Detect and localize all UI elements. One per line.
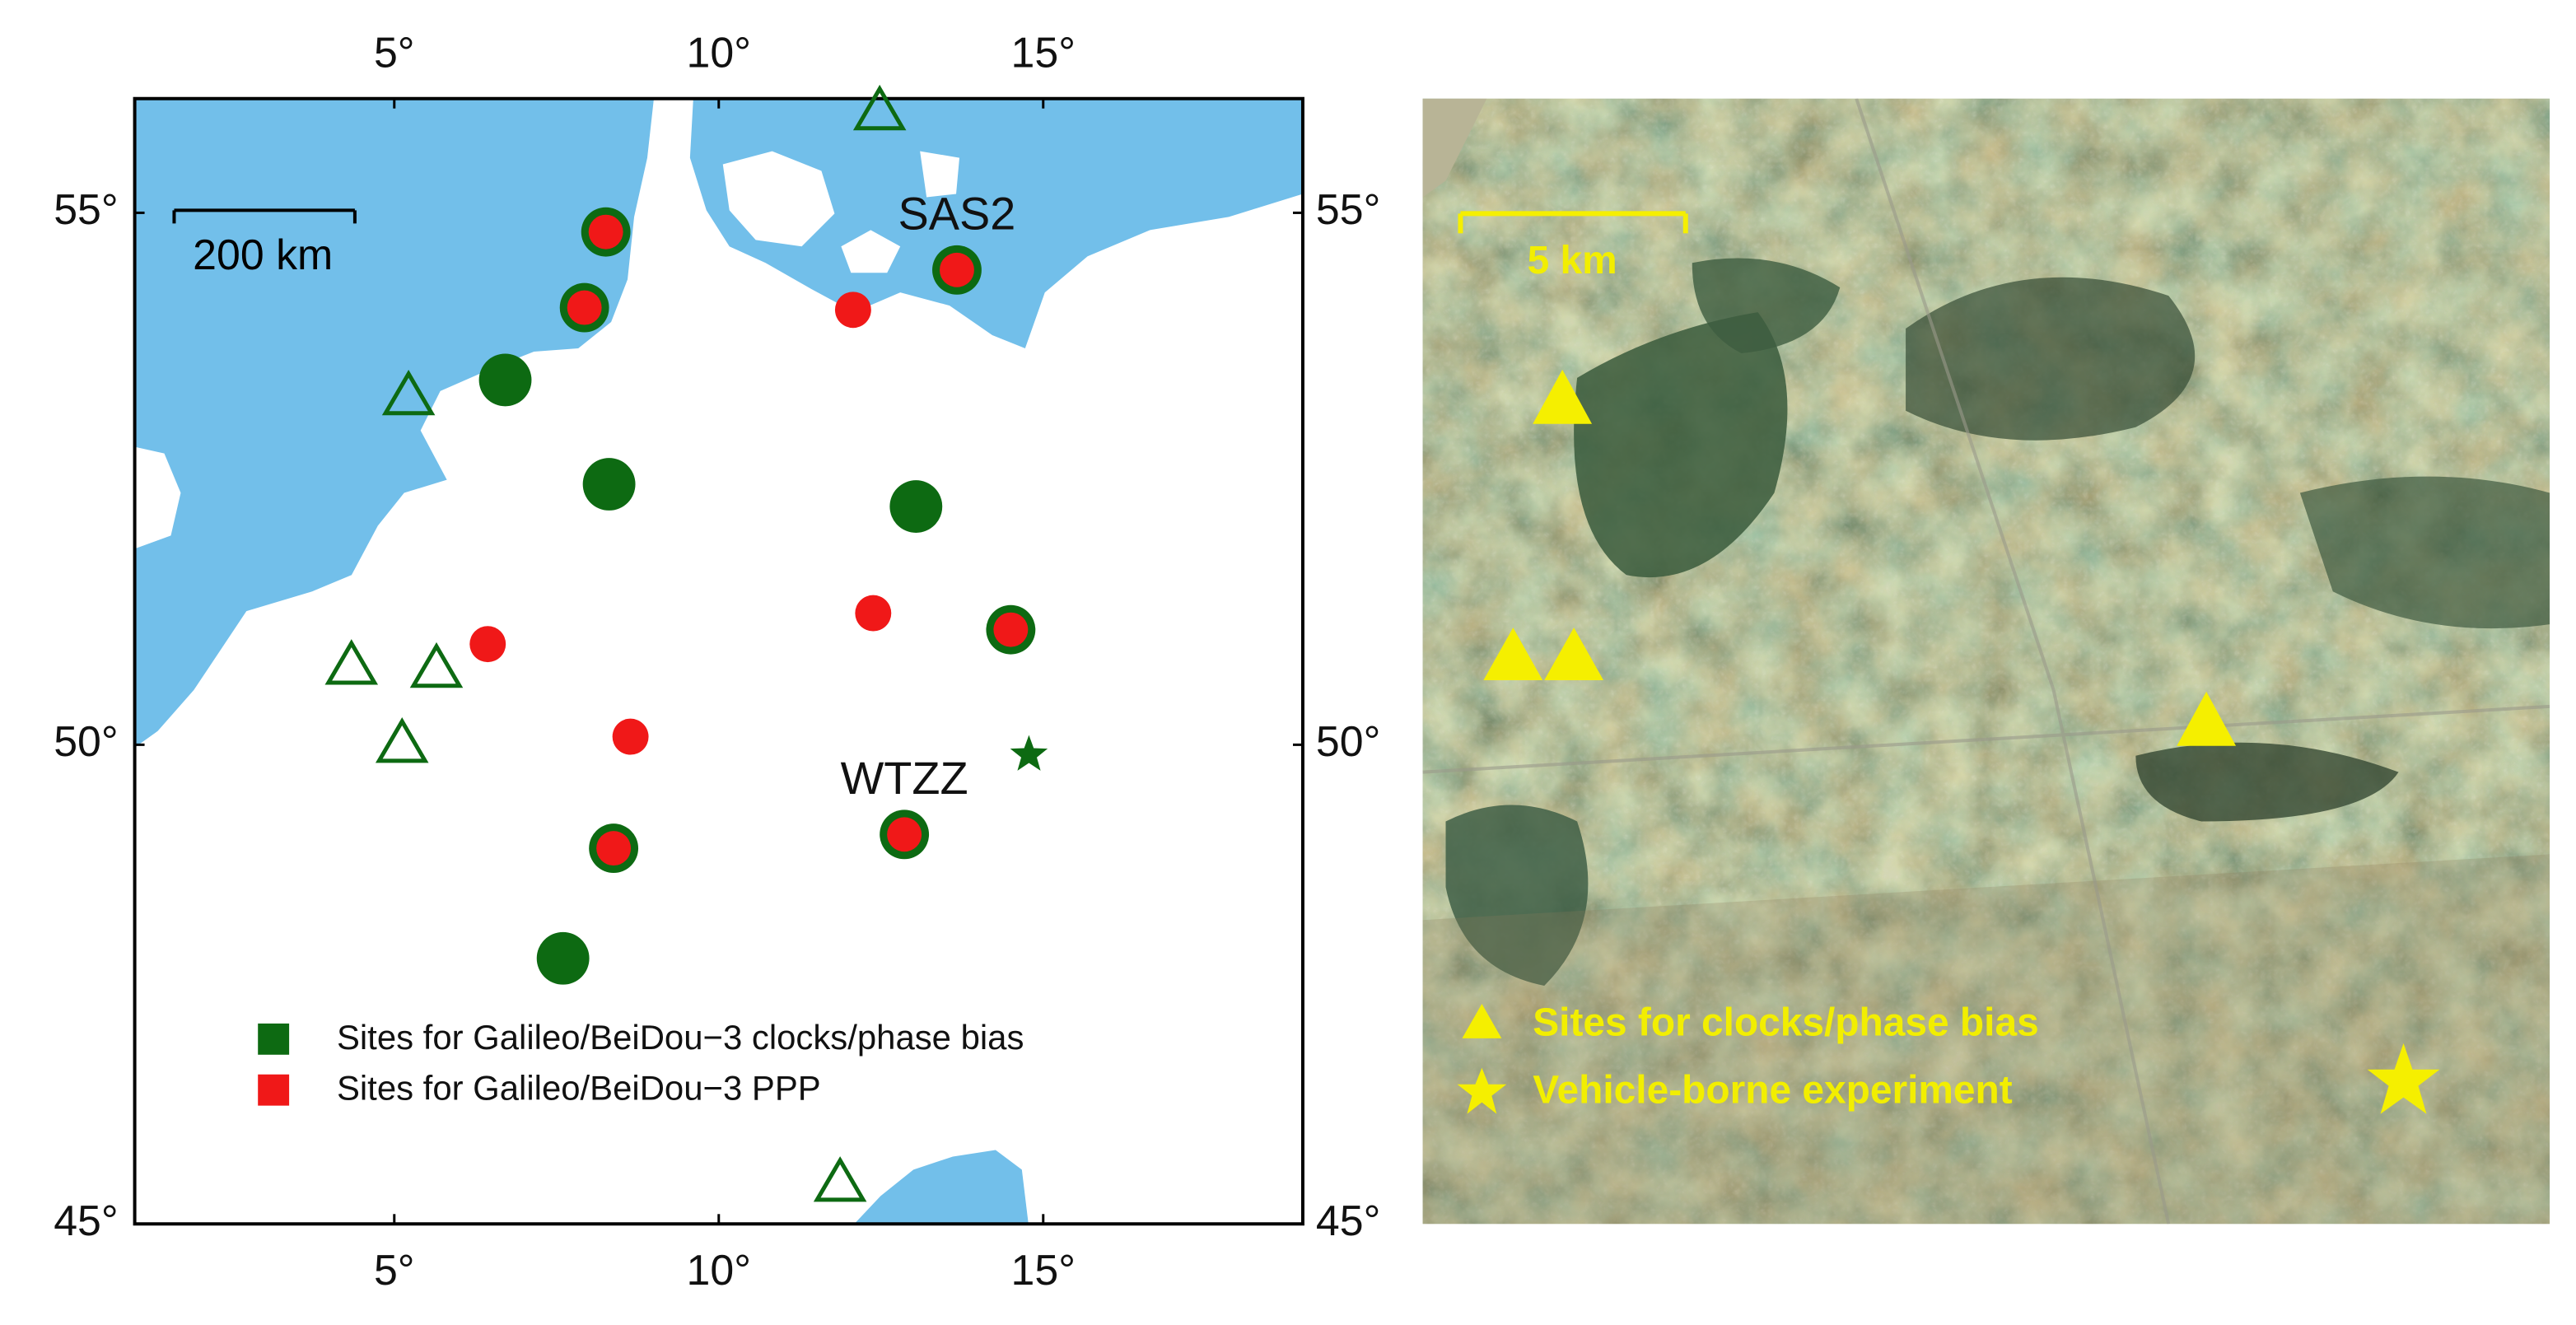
adriatic-sea (854, 1150, 1029, 1225)
farmland (1422, 854, 2550, 1225)
roads (1422, 98, 2550, 1225)
lake (1692, 258, 1841, 353)
ppp-site (588, 214, 623, 250)
legend-swatch (258, 1023, 290, 1055)
scale-bar-label: 5 km (1528, 239, 1617, 282)
ppp-site (469, 626, 506, 663)
scale-bar (172, 208, 357, 224)
y-tick-label: 55° (1316, 185, 1380, 233)
star-site (1010, 735, 1048, 771)
ppp-site (612, 718, 649, 755)
legend-label: Sites for Galileo/BeiDou−3 PPP (337, 1069, 821, 1108)
clock-site (536, 931, 590, 985)
scale-bar-label: 200 km (193, 231, 333, 278)
ppp-site (567, 290, 602, 325)
north-sea (134, 98, 654, 748)
clock-site (582, 458, 636, 511)
site-label: WTZZ (841, 752, 968, 804)
triangle-site (381, 369, 436, 416)
vehicle-star (2367, 1043, 2440, 1114)
site-triangle (1483, 628, 1543, 680)
y-tick-label: 45° (1316, 1197, 1380, 1244)
x-tick-label: 5° (374, 29, 415, 77)
river (1422, 98, 1487, 198)
ppp-site (596, 831, 632, 866)
triangle-site (852, 84, 907, 131)
satellite-panel: 5 km Sites for clocks/phase bias Vehicle… (1422, 98, 2550, 1225)
ppp-site (887, 817, 922, 852)
hills (1906, 277, 2196, 441)
clock-site (889, 480, 943, 533)
hills (2135, 742, 2399, 822)
sea (134, 98, 1303, 1225)
triangle-site (375, 717, 429, 763)
legend: Sites for Galileo/BeiDou−3 clocks/phase … (258, 1018, 1024, 1108)
x-tick-label: 15° (1011, 29, 1076, 77)
site-markers (1483, 369, 2440, 1114)
satellite-image (1422, 98, 2550, 1225)
site-label: SAS2 (898, 188, 1016, 240)
x-tick-label: 15° (1011, 1246, 1076, 1294)
legend-label: Sites for clocks/phase bias (1533, 1001, 2038, 1045)
ppp-site (993, 612, 1029, 647)
image-detail (1422, 98, 2550, 1225)
legend-label: Vehicle-borne experiment (1533, 1068, 2013, 1112)
scale-bar (1458, 211, 1688, 234)
sites: SAS2 WTZZ (324, 84, 1048, 1202)
lake (1445, 805, 1589, 986)
left-map: 200 km SAS2 WTZZ 5° 5° 10° 10° 15° 15° 45° 45° 50… (54, 29, 1380, 1294)
legend-label: Sites for Galileo/BeiDou−3 clocks/phase … (337, 1018, 1024, 1057)
lake (2299, 476, 2550, 629)
ppp-site (855, 595, 892, 632)
y-tick-label: 55° (54, 185, 118, 233)
legend-star (1457, 1067, 1507, 1114)
y-tick-label: 45° (54, 1197, 118, 1244)
ppp-site (940, 252, 974, 287)
site-triangle (1544, 628, 1604, 680)
lake (1574, 312, 1788, 578)
triangle-site (324, 639, 379, 685)
baltic-sea (689, 98, 1303, 348)
triangle-site (409, 642, 464, 688)
site-triangle (1533, 369, 1593, 424)
legend-triangle (1462, 1003, 1502, 1038)
britain (134, 446, 181, 549)
site-triangle (2177, 691, 2237, 746)
axes: 5° 5° 10° 10° 15° 15° 45° 45° 50° 50° 55° 55° (54, 29, 1380, 1294)
ppp-site (834, 292, 871, 329)
x-tick-label: 5° (374, 1246, 415, 1294)
x-tick-label: 10° (687, 29, 751, 77)
clock-site (478, 353, 532, 407)
danish-islands (722, 151, 960, 273)
legend-swatch (258, 1074, 290, 1106)
y-tick-label: 50° (54, 717, 118, 765)
x-tick-label: 10° (687, 1246, 751, 1294)
legend: Sites for clocks/phase bias Vehicle-born… (1457, 1001, 2039, 1114)
triangle-site (813, 1156, 867, 1202)
y-tick-label: 50° (1316, 717, 1380, 765)
